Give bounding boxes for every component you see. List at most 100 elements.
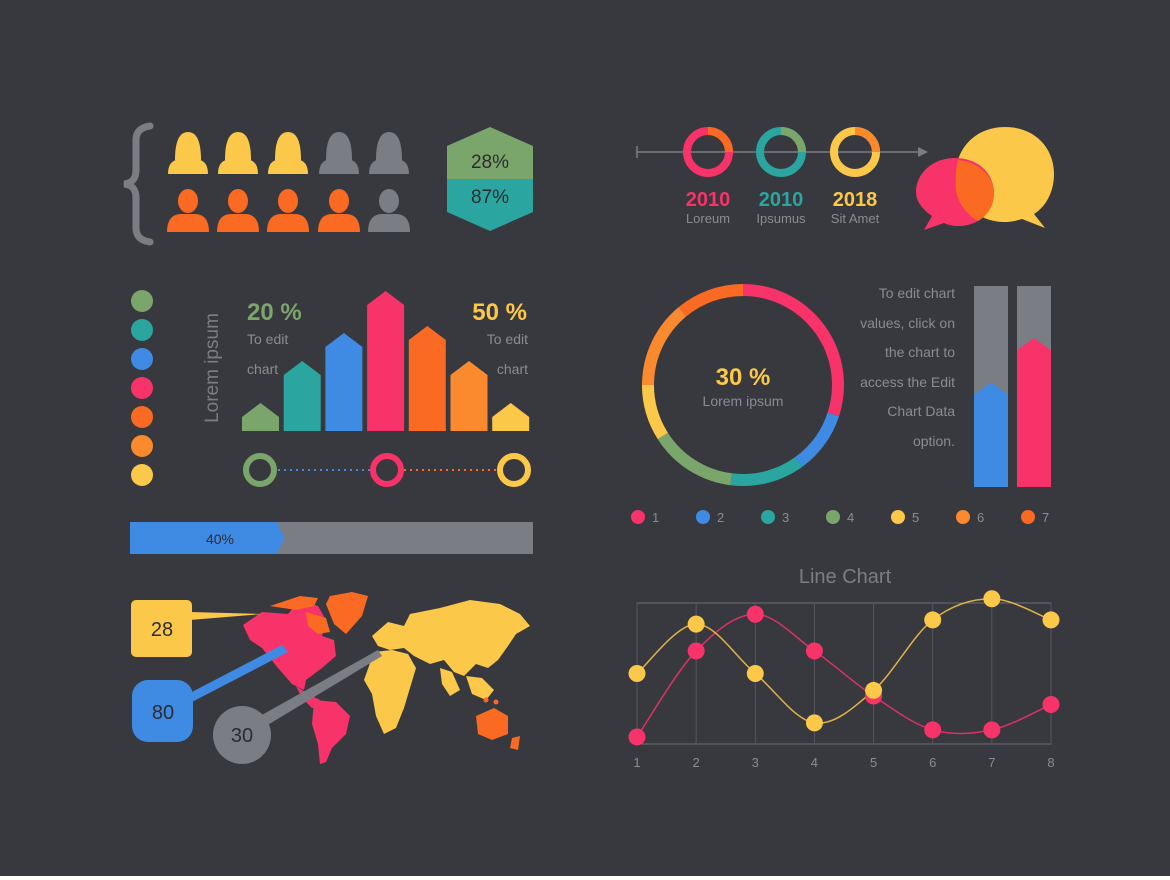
side-text-line: access the Edit: [860, 374, 955, 390]
series-point: [1042, 611, 1060, 629]
legend-dot: [761, 510, 775, 524]
timeline-year: 2010: [686, 189, 731, 211]
color-dot: [131, 464, 153, 486]
donut-center-label: Lorem ipsum: [703, 393, 784, 409]
line-chart-title: Line Chart: [799, 566, 892, 588]
legend-label: 7: [1042, 510, 1049, 525]
series-point: [628, 665, 646, 682]
timeline-label: Ipsumus: [756, 211, 806, 226]
arrow-bar: [492, 403, 530, 431]
side-text-line: To edit chart: [879, 285, 955, 301]
right-percent: 50 %: [472, 299, 527, 326]
x-tick-label: 1: [633, 755, 640, 770]
line-chart: 1 2 3 4 5 6 7 8: [628, 590, 1060, 770]
progress-bar: 40%: [130, 522, 533, 554]
color-dot: [131, 290, 153, 312]
donut-slice: [795, 412, 840, 467]
female-person-icon: [168, 132, 208, 174]
level-bar-fill: [974, 382, 1008, 487]
right-caption-line2: chart: [497, 361, 528, 377]
callout-30: 30: [213, 650, 382, 764]
legend-label: 5: [912, 510, 919, 525]
legend-dot: [696, 510, 710, 524]
arrow-bar: [408, 326, 446, 431]
world-map: [243, 592, 530, 764]
legend-dot: [891, 510, 905, 524]
callout-28: 28: [131, 600, 262, 657]
vertical-label: Lorem ipsum: [202, 313, 223, 423]
series-point: [746, 665, 764, 682]
legend-label: 3: [782, 510, 789, 525]
series-point: [805, 642, 823, 660]
donut-slice: [657, 432, 733, 486]
left-brace-icon: [123, 122, 154, 246]
male-person-icon: [167, 189, 209, 232]
donut-slice: [742, 284, 844, 417]
male-person-icon: [368, 189, 410, 232]
people-icons: [167, 132, 410, 232]
female-person-icon: [319, 132, 359, 174]
color-dot: [131, 319, 153, 341]
x-tick-label: 3: [752, 755, 759, 770]
female-person-icon: [268, 132, 308, 174]
arrow-bar: [242, 403, 279, 431]
timeline-ring-accent: [707, 127, 733, 153]
color-dot: [131, 377, 153, 399]
color-dot: [131, 435, 153, 457]
legend-dot: [956, 510, 970, 524]
timeline-label: Sit Amet: [831, 211, 880, 226]
arrow-bar: [367, 291, 405, 431]
female-person-icon: [369, 132, 409, 174]
color-dot: [131, 348, 153, 370]
x-tick-label: 7: [988, 755, 995, 770]
timeline-ring-accent: [854, 127, 880, 153]
side-text-line: option.: [913, 433, 955, 449]
ring-connector: [243, 453, 531, 487]
male-person-icon: [318, 189, 360, 232]
male-person-icon: [267, 189, 309, 232]
side-text-line: Chart Data: [887, 403, 955, 419]
percent-hexagon: 28% 87%: [447, 127, 533, 231]
left-caption-line2: chart: [247, 361, 278, 377]
series-point: [924, 611, 942, 629]
level-bars: [974, 286, 1051, 487]
x-tick-label: 5: [870, 755, 877, 770]
arrow-bar: [283, 361, 321, 431]
legend-dot: [1021, 510, 1035, 524]
series-point: [687, 642, 705, 660]
donut-slice: [730, 456, 803, 486]
female-person-icon: [218, 132, 258, 174]
x-tick-label: 4: [811, 755, 818, 770]
level-bar-fill: [1017, 338, 1051, 487]
progress-label: 40%: [206, 531, 234, 547]
x-tick-label: 6: [929, 755, 936, 770]
color-dot-column: [131, 290, 153, 486]
arrow-bar: [325, 333, 363, 431]
arrow-bar-chart: [242, 291, 530, 431]
series-point: [983, 721, 1001, 739]
x-tick-label: 2: [693, 755, 700, 770]
callout-80-value: 80: [152, 702, 174, 724]
series-point: [1042, 696, 1060, 714]
arrow-bar: [450, 361, 488, 431]
donut-center-value: 30 %: [716, 364, 771, 391]
male-person-icon: [217, 189, 259, 232]
series-point: [924, 721, 942, 739]
series-point: [865, 681, 883, 699]
donut-chart: [642, 284, 844, 486]
callout-28-value: 28: [151, 619, 173, 641]
legend-label: 1: [652, 510, 659, 525]
left-caption-line1: To edit: [247, 331, 288, 347]
series-line: [636, 613, 1052, 738]
callout-80: 80: [132, 645, 288, 742]
progress-fill: [130, 522, 285, 554]
callout-30-value: 30: [231, 725, 253, 747]
series-point: [687, 615, 705, 633]
x-tick-label: 8: [1047, 755, 1054, 770]
